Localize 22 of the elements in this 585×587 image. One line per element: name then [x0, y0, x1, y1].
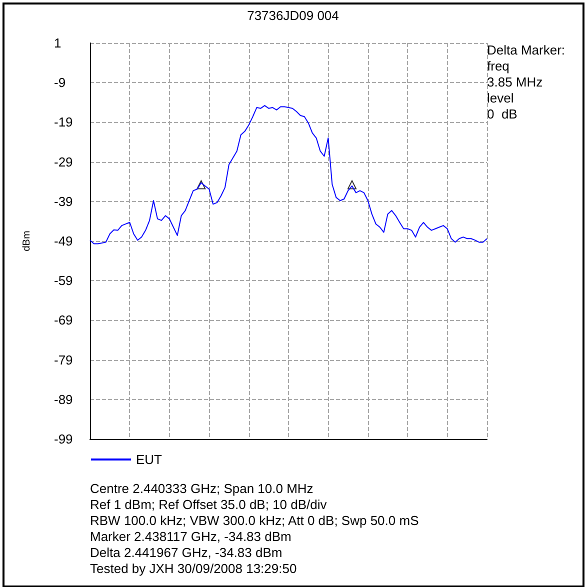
y-tick-label: 1 — [54, 36, 62, 50]
y-tick-label: -9 — [54, 75, 66, 90]
y-tick-label: -69 — [54, 312, 73, 328]
legend-label: EUT — [136, 452, 162, 467]
y-tick-label: -59 — [54, 273, 73, 288]
annotation: Delta Marker: freq 3.85 MHz level 0 dB — [487, 42, 566, 122]
y-tick-label: -49 — [54, 234, 73, 248]
chart-title: 73736JD09 004 — [247, 8, 339, 23]
text: Ref 1 dBm; Ref Offset 35.0 dB; 10 dB/div — [90, 497, 328, 512]
line-series — [90, 105, 488, 244]
text: Tested by JXH 30/09/2008 13:29:50 — [90, 561, 297, 576]
text: RBW 100.0 kHz; VBW 300.0 kHz; Att 0 dB; Swp 50.0 mS — [90, 513, 420, 528]
text: Centre 2.440333 GHz; Span 10.0 MHz — [90, 481, 314, 496]
y-tick-label: -89 — [54, 392, 73, 407]
y-tick-label: -29 — [54, 154, 73, 170]
y-axis-title: dBm — [22, 230, 32, 252]
text: Delta 2.441967 GHz, -34.83 dBm — [90, 545, 282, 560]
text: Marker 2.438117 GHz, -34.83 dBm — [90, 529, 292, 544]
y-tick-label: -79 — [54, 352, 73, 368]
y-tick-label: -19 — [54, 114, 73, 130]
y-tick-label: -39 — [54, 194, 73, 209]
y-tick-label: -99 — [54, 432, 73, 446]
